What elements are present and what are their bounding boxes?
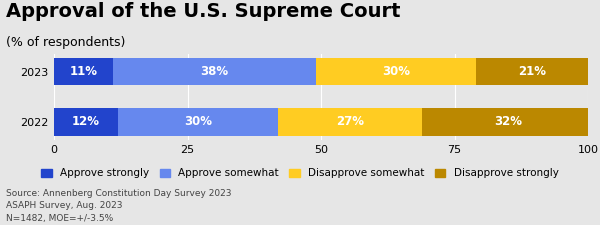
Bar	[316, 58, 476, 86]
Bar	[113, 58, 316, 86]
Text: 21%: 21%	[518, 65, 546, 78]
Text: 30%: 30%	[184, 115, 212, 128]
Text: Source: Annenberg Constitution Day Survey 2023
ASAPH Survey, Aug. 2023
N=1482, M: Source: Annenberg Constitution Day Surve…	[6, 189, 232, 225]
Legend: Approve strongly, Approve somewhat, Disapprove somewhat, Disapprove strongly: Approve strongly, Approve somewhat, Disa…	[41, 168, 559, 178]
Text: 27%: 27%	[337, 115, 364, 128]
Bar	[54, 108, 118, 136]
Text: (% of respondents): (% of respondents)	[6, 36, 125, 49]
Text: 12%: 12%	[72, 115, 100, 128]
Bar	[118, 108, 278, 136]
Bar	[422, 108, 593, 136]
Bar	[278, 108, 422, 136]
Bar	[54, 58, 113, 86]
Text: 30%: 30%	[382, 65, 410, 78]
Text: 11%: 11%	[70, 65, 97, 78]
Text: 32%: 32%	[494, 115, 522, 128]
Text: Approval of the U.S. Supreme Court: Approval of the U.S. Supreme Court	[6, 2, 401, 21]
Text: 38%: 38%	[200, 65, 228, 78]
Bar	[476, 58, 588, 86]
